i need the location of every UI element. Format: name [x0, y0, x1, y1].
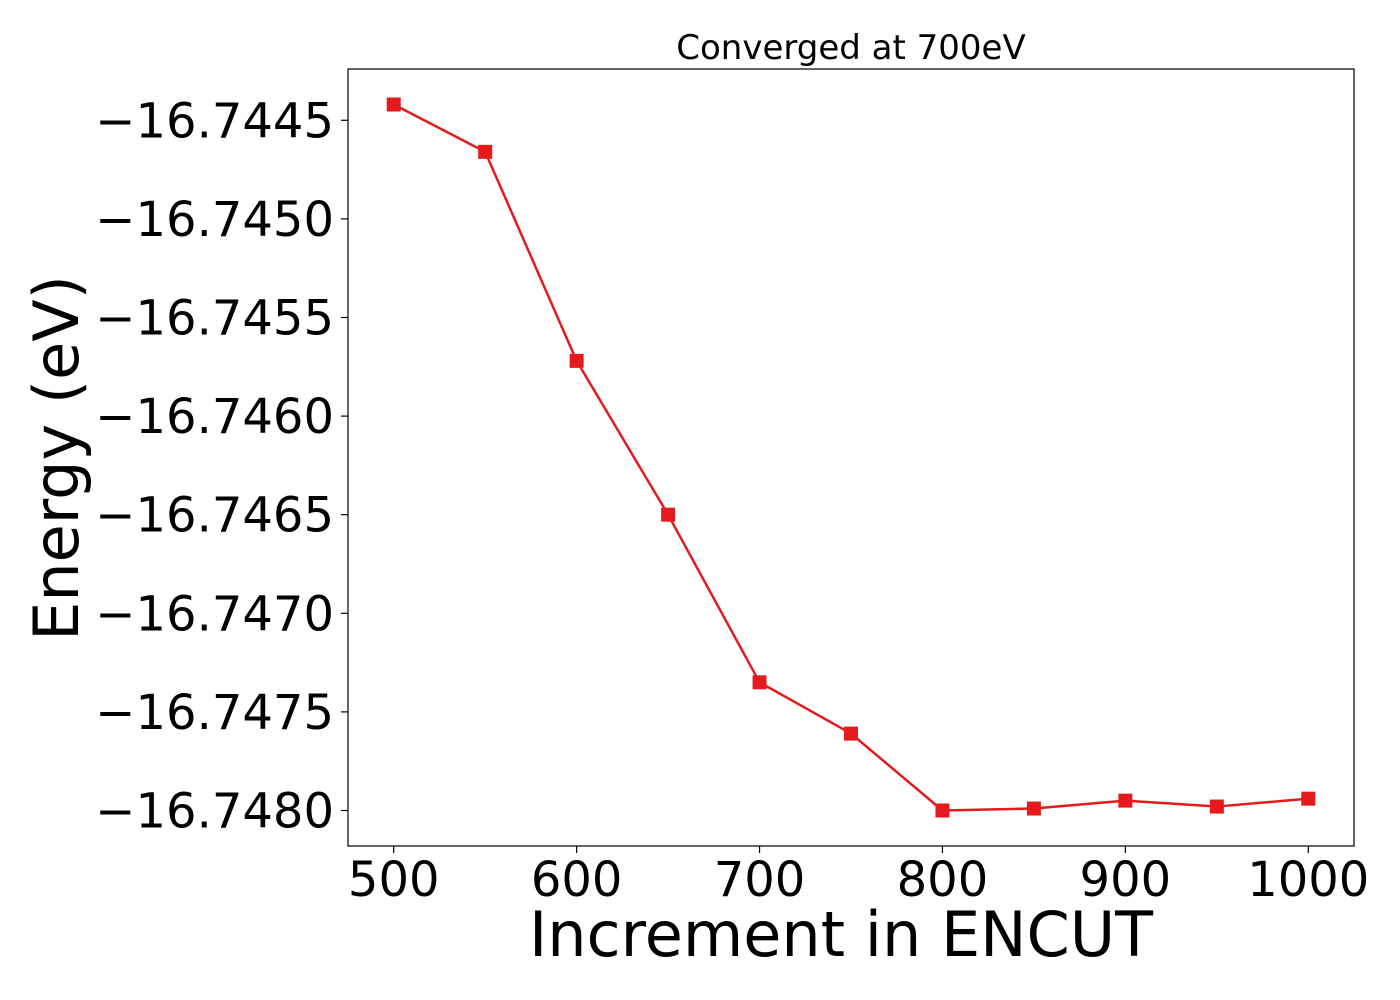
- series-line: [393, 103, 1309, 812]
- x-tick-label: 900: [1080, 852, 1172, 908]
- y-tick-label: −16.7480: [95, 784, 334, 840]
- data-point-marker: [478, 144, 493, 159]
- x-tick-label: 500: [348, 852, 440, 908]
- x-tick-label: 800: [897, 852, 989, 908]
- y-axis: −16.7445 −16.7450 −16.7455 −16.7460 −16.7465…: [95, 93, 348, 840]
- y-tick-label: −16.7475: [95, 685, 334, 741]
- y-tick-label: −16.7470: [95, 586, 334, 642]
- data-point-marker: [1209, 799, 1224, 814]
- data-point-marker: [1301, 791, 1316, 806]
- data-point-marker: [386, 97, 401, 112]
- y-tick-label: −16.7455: [95, 290, 334, 346]
- x-tick-label: 700: [714, 852, 806, 908]
- data-point-marker: [844, 726, 858, 741]
- y-tick-label: −16.7460: [95, 389, 334, 445]
- x-tick-label: 1000: [1247, 852, 1369, 908]
- y-tick-label: −16.7465: [95, 488, 334, 544]
- data-point-marker: [661, 507, 676, 522]
- data-point-marker: [1118, 793, 1133, 808]
- data-point-marker: [1026, 801, 1041, 816]
- data-point-marker: [569, 353, 584, 368]
- series-layer: [386, 97, 1316, 818]
- x-axis-label: Increment in ENCUT: [529, 898, 1154, 971]
- chart-title: Converged at 700eV: [676, 28, 1025, 68]
- x-tick-label: 600: [531, 852, 623, 908]
- data-point-marker: [935, 803, 950, 818]
- y-tick-label: −16.7445: [95, 93, 334, 149]
- data-point-marker: [752, 675, 767, 690]
- plot-frame: [347, 68, 1355, 847]
- x-axis: 500 600 700 800 900 1000: [348, 846, 1369, 908]
- y-axis-label: Energy (eV): [20, 275, 93, 641]
- y-tick-label: −16.7450: [95, 192, 334, 248]
